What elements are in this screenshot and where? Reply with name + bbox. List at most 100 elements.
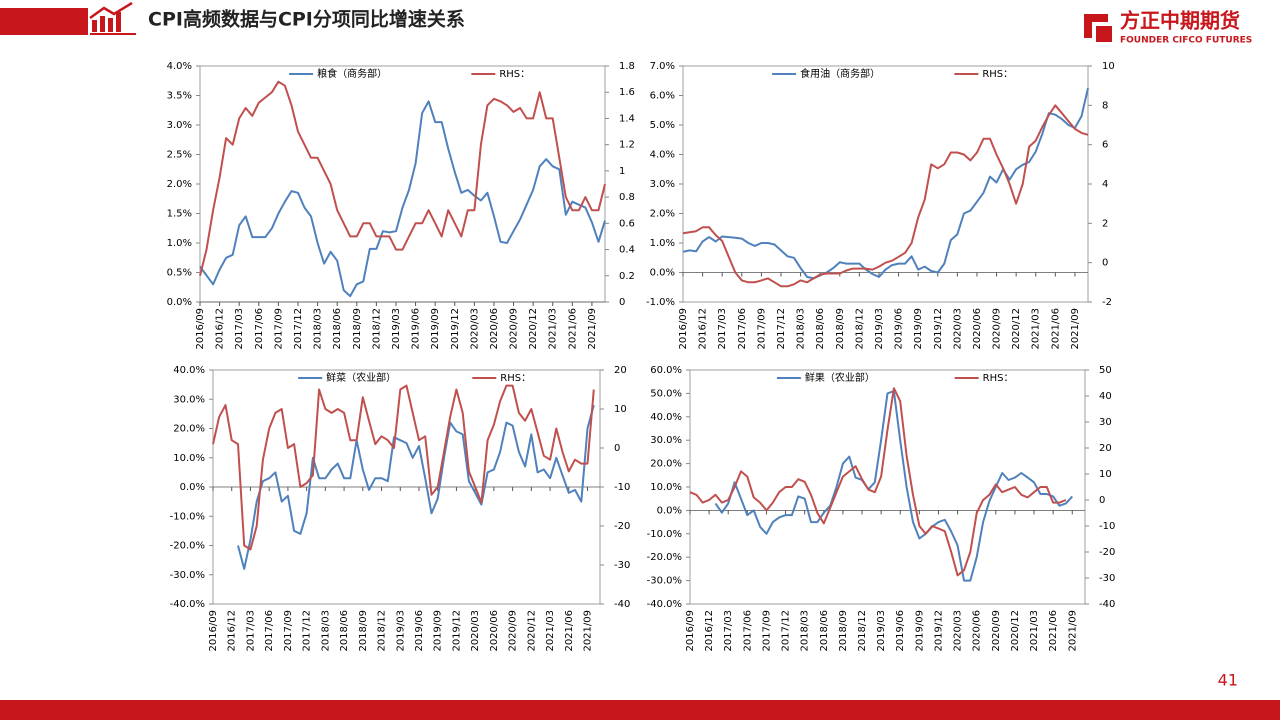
x-tick-label: 2016/09 bbox=[195, 308, 206, 350]
y-tick-label: 7.0% bbox=[650, 61, 675, 72]
y2-tick-label: -10 bbox=[614, 482, 630, 493]
y-tick-label: 30.0% bbox=[650, 435, 682, 446]
x-tick-label: 2019/09 bbox=[913, 308, 924, 350]
y-tick-label: 2.5% bbox=[167, 150, 192, 161]
plot-frame bbox=[689, 369, 1086, 605]
x-tick-label: 2021/03 bbox=[545, 610, 556, 652]
x-tick-label: 2018/03 bbox=[796, 308, 807, 350]
y-tick-label: 1.0% bbox=[650, 238, 675, 249]
y2-tick-label: 0 bbox=[619, 297, 625, 308]
y2-tick-label: 10 bbox=[614, 404, 627, 415]
x-tick-label: 2020/09 bbox=[991, 610, 1002, 652]
y2-tick-label: 30 bbox=[1099, 417, 1112, 428]
y-tick-label: 40.0% bbox=[650, 412, 682, 423]
y-tick-label: 0.0% bbox=[180, 482, 205, 493]
x-tick-label: 2019/03 bbox=[874, 308, 885, 350]
x-tick-label: 2018/06 bbox=[815, 308, 826, 350]
y-tick-label: 3.0% bbox=[650, 179, 675, 190]
y-tick-label: -1.0% bbox=[646, 297, 675, 308]
x-tick-label: 2019/03 bbox=[395, 610, 406, 652]
y2-tick-label: 10 bbox=[1099, 469, 1112, 480]
y2-tick-label: -40 bbox=[614, 599, 630, 610]
x-tick-label: 2017/06 bbox=[737, 308, 748, 350]
y-tick-label: 3.5% bbox=[167, 91, 192, 102]
y-tick-label: 10.0% bbox=[650, 482, 682, 493]
y-tick-label: 30.0% bbox=[173, 394, 205, 405]
x-tick-label: 2019/06 bbox=[894, 308, 905, 350]
x-tick-label: 2018/12 bbox=[854, 308, 865, 350]
y-tick-label: 2.0% bbox=[650, 209, 675, 220]
y-tick-label: -10.0% bbox=[647, 529, 682, 540]
x-tick-label: 2017/03 bbox=[723, 610, 734, 652]
y-tick-label: 50.0% bbox=[650, 388, 682, 399]
page-number: 41 bbox=[1218, 671, 1238, 690]
y-tick-label: 2.0% bbox=[167, 179, 192, 190]
y2-tick-label: 0.8 bbox=[619, 192, 635, 203]
x-tick-label: 2016/12 bbox=[227, 610, 238, 652]
y2-tick-label: 0 bbox=[1102, 258, 1108, 269]
x-tick-label: 2021/06 bbox=[564, 610, 575, 652]
y-tick-label: 1.0% bbox=[167, 238, 192, 249]
x-tick-label: 2018/06 bbox=[819, 610, 830, 652]
y-tick-label: -40.0% bbox=[170, 599, 205, 610]
legend-label: RHS： bbox=[982, 69, 1013, 80]
y-tick-label: 0.5% bbox=[167, 268, 192, 279]
x-tick-label: 2019/06 bbox=[414, 610, 425, 652]
y2-tick-label: -30 bbox=[614, 560, 630, 571]
y-tick-label: 60.0% bbox=[650, 365, 682, 376]
x-tick-label: 2016/12 bbox=[704, 610, 715, 652]
x-tick-label: 2021/03 bbox=[1031, 308, 1042, 350]
y2-tick-label: 50 bbox=[1099, 365, 1112, 376]
y2-tick-label: 1.6 bbox=[619, 87, 635, 98]
x-tick-label: 2021/09 bbox=[583, 610, 594, 652]
x-tick-label: 2021/09 bbox=[1067, 610, 1078, 652]
y2-tick-label: 0 bbox=[614, 443, 620, 454]
x-tick-label: 2018/03 bbox=[313, 308, 324, 350]
y2-tick-label: -10 bbox=[1099, 521, 1115, 532]
y2-tick-label: 1.8 bbox=[619, 61, 635, 72]
x-tick-label: 2017/09 bbox=[761, 610, 772, 652]
x-tick-label: 2020/06 bbox=[972, 308, 983, 350]
y-tick-label: -30.0% bbox=[647, 576, 682, 587]
series-line bbox=[682, 87, 1089, 280]
y2-tick-label: 40 bbox=[1099, 391, 1112, 402]
x-tick-label: 2016/09 bbox=[208, 610, 219, 652]
y-tick-label: -20.0% bbox=[647, 552, 682, 563]
y2-tick-label: 1.4 bbox=[619, 113, 635, 124]
x-tick-label: 2020/12 bbox=[1011, 308, 1022, 350]
y-tick-label: -20.0% bbox=[170, 541, 205, 552]
y-tick-label: 1.5% bbox=[167, 209, 192, 220]
legend-label: RHS： bbox=[499, 69, 530, 80]
x-tick-label: 2020/12 bbox=[528, 308, 539, 350]
x-tick-label: 2019/09 bbox=[433, 610, 444, 652]
legend-label: 粮食（商务部） bbox=[317, 67, 387, 80]
series-line bbox=[682, 104, 1089, 288]
x-tick-label: 2020/06 bbox=[972, 610, 983, 652]
series-line bbox=[199, 100, 606, 298]
y-tick-label: 40.0% bbox=[173, 365, 205, 376]
x-tick-label: 2018/12 bbox=[377, 610, 388, 652]
y2-tick-label: 10 bbox=[1102, 61, 1115, 72]
y2-tick-label: 0 bbox=[1099, 495, 1105, 506]
x-tick-label: 2019/09 bbox=[914, 610, 925, 652]
x-tick-label: 2018/03 bbox=[320, 610, 331, 652]
x-tick-label: 2021/09 bbox=[587, 308, 598, 350]
y-tick-label: 6.0% bbox=[650, 91, 675, 102]
x-tick-label: 2019/12 bbox=[933, 308, 944, 350]
x-tick-label: 2018/09 bbox=[358, 610, 369, 652]
x-tick-label: 2017/12 bbox=[781, 610, 792, 652]
x-tick-label: 2020/03 bbox=[952, 308, 963, 350]
x-tick-label: 2017/09 bbox=[283, 610, 294, 652]
series-line bbox=[212, 384, 595, 551]
x-tick-label: 2018/09 bbox=[352, 308, 363, 350]
x-tick-label: 2016/09 bbox=[678, 308, 689, 350]
x-tick-label: 2018/09 bbox=[838, 610, 849, 652]
y2-tick-label: 0.2 bbox=[619, 271, 635, 282]
x-tick-label: 2020/06 bbox=[489, 610, 500, 652]
y-tick-label: 0.0% bbox=[167, 297, 192, 308]
x-tick-label: 2019/06 bbox=[411, 308, 422, 350]
y2-tick-label: -2 bbox=[1102, 297, 1112, 308]
x-tick-label: 2020/06 bbox=[489, 308, 500, 350]
x-tick-label: 2018/03 bbox=[800, 610, 811, 652]
